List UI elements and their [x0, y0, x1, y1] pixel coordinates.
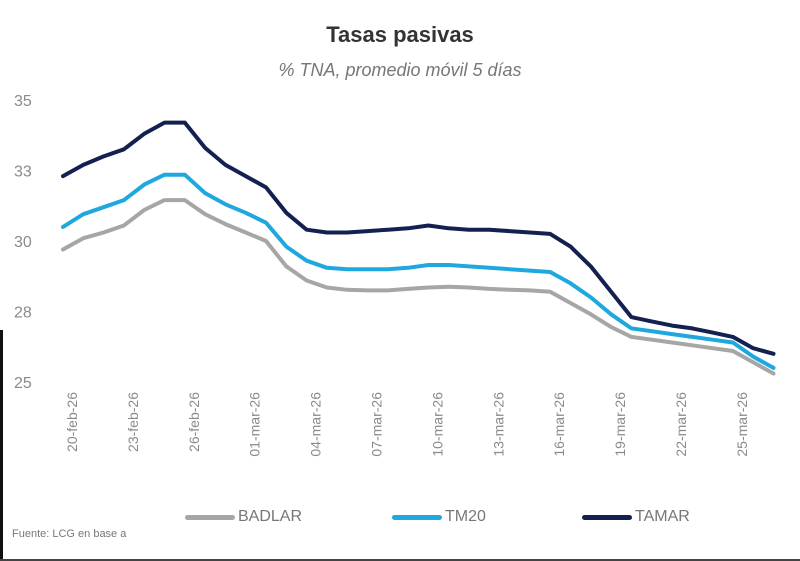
source-note: Fuente: LCG en base a — [12, 528, 127, 540]
series-line-badlar — [61, 198, 776, 376]
legend-item-tamar: TAMAR — [582, 508, 690, 526]
legend-label: TAMAR — [635, 508, 690, 525]
y-tick-label: 28 — [14, 305, 32, 322]
series-line-tm20 — [61, 172, 776, 370]
frame-edge — [0, 559, 800, 561]
x-axis: 20-feb-26 23-feb-26 26-feb-26 01-mar-26 04-m… — [64, 392, 750, 457]
legend-item-tm20: TM20 — [392, 508, 486, 526]
x-tick-label: 20-feb-26 — [64, 392, 80, 452]
y-tick-label: 25 — [14, 375, 32, 392]
x-tick-label: 19-mar-26 — [612, 392, 628, 457]
legend-label: BADLAR — [238, 508, 303, 525]
x-tick-label: 23-feb-26 — [125, 392, 141, 452]
y-tick-label: 30 — [14, 234, 32, 251]
legend-item-badlar: BADLAR — [185, 508, 302, 526]
x-tick-label: 22-mar-26 — [673, 392, 689, 457]
x-tick-label: 13-mar-26 — [490, 392, 506, 457]
legend-swatch-tamar — [582, 514, 632, 520]
legend-swatch-badlar — [185, 514, 235, 520]
x-tick-label: 07-mar-26 — [369, 392, 385, 457]
x-tick-label: 10-mar-26 — [429, 392, 445, 457]
chart-subtitle: % TNA, promedio móvil 5 días — [278, 60, 522, 80]
x-tick-label: 25-mar-26 — [734, 392, 750, 457]
legend-swatch-tm20 — [392, 514, 442, 520]
series-line-tamar — [61, 120, 776, 356]
legend: BADLAR TM20 TAMAR — [0, 508, 800, 532]
y-tick-label: 33 — [14, 164, 32, 181]
y-axis: 35 33 30 28 25 — [14, 93, 32, 392]
x-tick-label: 16-mar-26 — [551, 392, 567, 457]
legend-label: TM20 — [445, 508, 486, 525]
series-lines — [61, 120, 776, 376]
y-tick-label: 35 — [14, 93, 32, 110]
x-tick-label: 26-feb-26 — [186, 392, 202, 452]
x-tick-label: 04-mar-26 — [308, 392, 324, 457]
x-tick-label: 01-mar-26 — [247, 392, 263, 457]
chart-title: Tasas pasivas — [326, 22, 474, 47]
frame-edge — [0, 330, 3, 561]
